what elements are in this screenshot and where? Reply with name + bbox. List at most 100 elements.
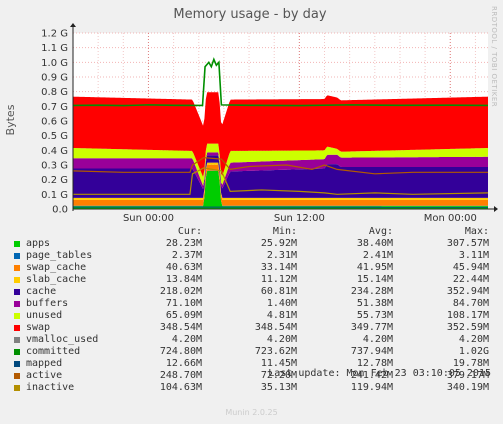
legend-cur: 724.80M [159,346,202,357]
legend-row-cache: cache 218.02M 60.81M 234.28M 352.94M [12,286,492,298]
x-tick-label: Mon 00:00 [424,213,477,224]
legend-max: 45.94M [452,262,489,273]
legend-min: 2.31M [266,250,297,261]
legend-cur: 248.70M [159,370,202,381]
legend-label: swap [26,322,51,333]
munin-version: Munin 2.0.25 [225,408,278,417]
legend-max: 307.57M [446,238,489,249]
legend: Cur: Min: Avg: Max: apps 28.23M 25.92M 38.4… [12,226,492,394]
header-min: Min: [272,226,297,237]
y-tick-label: 0.5 G [41,131,68,142]
legend-label: unused [26,310,63,321]
y-tick-label: 0.1 G [41,190,68,201]
legend-max: 340.19M [446,382,489,393]
legend-swatch [14,265,20,271]
legend-swatch [14,289,20,295]
legend-header: Cur: Min: Avg: Max: [12,226,492,238]
legend-cur: 348.54M [159,322,202,333]
legend-cur: 104.63M [159,382,202,393]
legend-swatch [14,253,20,259]
legend-max: 352.59M [446,322,489,333]
axes: 0.0 0.1 G 0.2 G 0.3 G 0.4 G 0.5 G 0.6 G 0.7 G 0.… [41,23,498,224]
legend-swatch [14,373,20,379]
legend-min: 60.81M [260,286,297,297]
legend-swatch [14,337,20,343]
legend-swatch [14,361,20,367]
y-tick-label: 1.1 G [41,43,68,54]
y-axis-label: Bytes [4,104,17,135]
legend-avg: 15.14M [356,274,393,285]
chart-title: Memory usage - by day [173,7,326,22]
y-tick-label: 0.0 [52,205,68,216]
legend-max: 3.11M [458,250,489,261]
legend-max: 19.78M [452,358,489,369]
legend-min: 723.62M [254,346,297,357]
legend-min: 33.14M [260,262,297,273]
legend-cur: 4.20M [171,334,202,345]
legend-min: 4.20M [266,334,297,345]
legend-row-committed: committed 724.80M 723.62M 737.94M 1.02G [12,346,492,358]
area-buffers [73,152,488,190]
legend-min: 11.45M [260,358,297,369]
y-tick-label: 0.3 G [41,161,68,172]
legend-row-inactive: inactive 104.63M 35.13M 119.94M 340.19M [12,382,492,394]
legend-max: 108.17M [446,310,489,321]
legend-label: active [26,370,63,381]
line-committed [72,57,489,107]
y-tick-label: 1.2 G [41,29,68,40]
last-update: Last update: Mon Feb 23 03:10:05 2015 [268,368,491,379]
legend-row-slab_cache: slab_cache 13.84M 11.12M 15.14M 22.44M [12,274,492,286]
legend-min: 35.13M [260,382,297,393]
legend-cur: 13.84M [165,274,202,285]
legend-avg: 737.94M [350,346,393,357]
line-active [72,157,488,175]
legend-swatch [14,325,20,331]
y-tick-label: 1.0 G [41,58,68,69]
legend-min: 25.92M [260,238,297,249]
legend-row-mapped: mapped 12.66M 11.45M 12.78M 19.78M [12,358,492,370]
legend-label: vmalloc_used [26,334,99,345]
y-tick-label: 0.6 G [41,117,68,128]
legend-row-swap_cache: swap_cache 40.63M 33.14M 41.95M 45.94M [12,262,492,274]
legend-avg: 51.38M [356,298,393,309]
legend-row-page_tables: page_tables 2.37M 2.31M 2.41M 3.11M [12,250,492,262]
legend-label: swap_cache [26,262,87,273]
legend-swatch [14,301,20,307]
legend-row-active: active 248.70M 72.20M 241.42M 379.17M [12,370,492,382]
legend-label: mapped [26,358,63,369]
header-avg: Avg: [368,226,393,237]
y-tick-label: 0.8 G [41,87,68,98]
rrdtool-credit: RRDTOOL / TOBI OETIKER [490,6,498,107]
legend-max: 22.44M [452,274,489,285]
y-tick-label: 0.9 G [41,73,68,84]
stacked-areas [73,92,488,209]
area-swap [73,92,488,177]
legend-row-buffers: buffers 71.10M 1.40M 51.38M 84.70M [12,298,492,310]
legend-cur: 40.63M [165,262,202,273]
legend-min: 4.81M [266,310,297,321]
legend-avg: 241.42M [350,370,393,381]
legend-avg: 12.78M [356,358,393,369]
legend-max: 1.02G [458,346,489,357]
legend-cur: 218.02M [159,286,202,297]
legend-swatch [14,313,20,319]
legend-min: 348.54M [254,322,297,333]
legend-label: inactive [26,382,75,393]
legend-avg: 4.20M [362,334,393,345]
legend-label: cache [26,286,57,297]
area-swap_cache [73,164,488,206]
legend-avg: 2.41M [362,250,393,261]
legend-avg: 234.28M [350,286,393,297]
legend-avg: 119.94M [350,382,393,393]
legend-label: page_tables [26,250,93,261]
legend-avg: 41.95M [356,262,393,273]
legend-swatch [14,385,20,391]
area-unused [73,143,488,186]
y-tick-label: 0.4 G [41,146,68,157]
legend-max: 4.20M [458,334,489,345]
line-inactive [73,167,489,195]
legend-min: 72.20M [260,370,297,381]
area-cache [73,155,488,198]
x-tick-label: Sun 00:00 [123,213,174,224]
y-tick-label: 0.2 G [41,175,68,186]
